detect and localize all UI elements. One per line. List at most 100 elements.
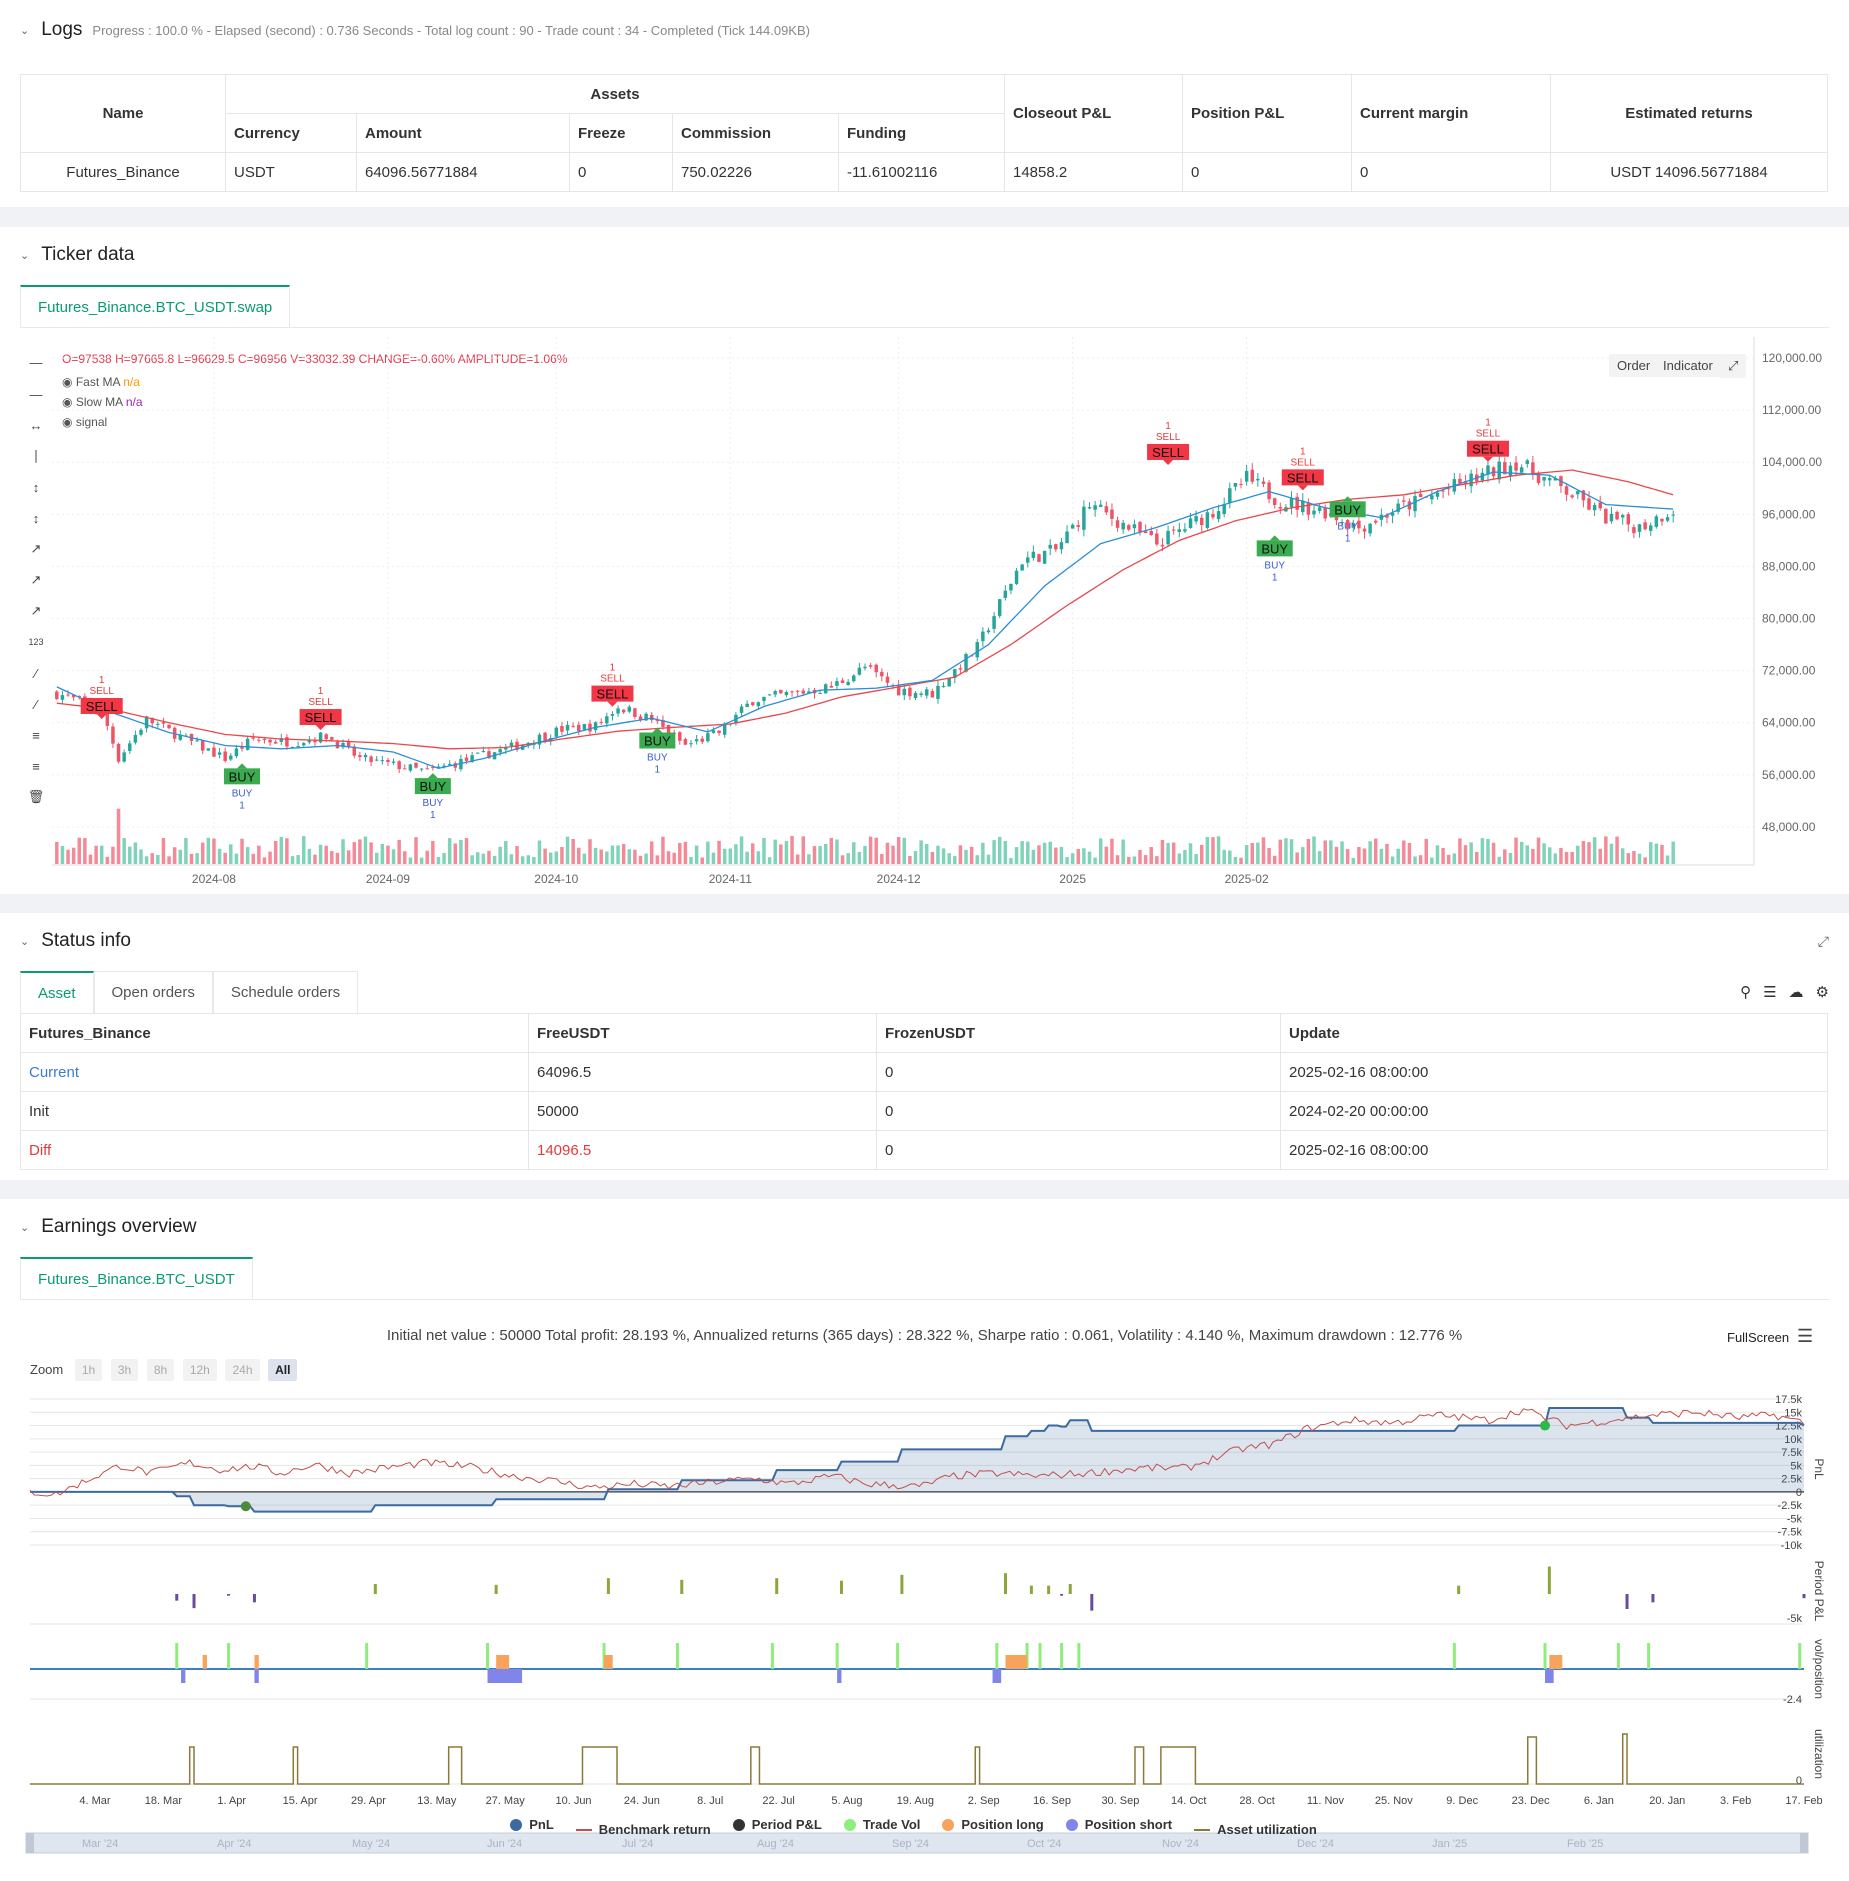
candle-body bbox=[694, 739, 699, 742]
cell: 14096.5 bbox=[528, 1130, 877, 1170]
zoom-12h-button[interactable]: 12h bbox=[182, 1359, 217, 1381]
trash-icon[interactable]: 🗑 bbox=[27, 789, 45, 804]
tab-btc-usdt-swap[interactable]: Futures_Binance.BTC_USDT.swap bbox=[20, 285, 291, 327]
tab-btc-usdt[interactable]: Futures_Binance.BTC_USDT bbox=[20, 1257, 253, 1299]
eye-icon[interactable]: ◉ bbox=[62, 395, 73, 409]
pnl-tick-label: 7.5k bbox=[1781, 1447, 1802, 1459]
volume-bar bbox=[1379, 848, 1384, 864]
collapse-chevron-icon[interactable]: ⌄ bbox=[20, 24, 30, 37]
legend-item[interactable]: Position short bbox=[1065, 1817, 1172, 1832]
zoom-3h-button[interactable]: 3h bbox=[110, 1359, 139, 1381]
volume-bar bbox=[661, 836, 665, 864]
legend-item[interactable]: PnL bbox=[510, 1817, 554, 1832]
volume-bar bbox=[1166, 842, 1170, 864]
navigator-tick-label: Aug '24 bbox=[757, 1838, 794, 1850]
legend-item[interactable]: Trade Vol bbox=[843, 1817, 920, 1832]
fib-channel-tool-icon[interactable]: ∕ bbox=[34, 696, 38, 712]
price-label-tool-icon[interactable]: 123 bbox=[28, 637, 44, 647]
volume-bar bbox=[83, 838, 87, 864]
cell: Diff bbox=[20, 1130, 529, 1170]
volume-bar bbox=[1536, 837, 1541, 864]
legend-fast-ma[interactable]: ◉ Fast MA n/a bbox=[62, 375, 140, 389]
zoom-all-button[interactable]: All bbox=[268, 1359, 298, 1381]
period-pnl-bar bbox=[839, 1580, 843, 1594]
collapse-chevron-icon[interactable]: ⌄ bbox=[20, 1221, 30, 1234]
fullscreen-button[interactable]: FullScreen bbox=[1727, 1330, 1790, 1345]
volume-bar bbox=[1098, 838, 1103, 864]
trade-vol-bar bbox=[486, 1643, 490, 1669]
horizontal-line-tool-icon[interactable]: — bbox=[29, 386, 43, 402]
legend-item[interactable]: Asset utilization bbox=[1194, 1822, 1317, 1837]
volume-bar bbox=[543, 848, 547, 864]
segment-tool-icon[interactable]: ↗ bbox=[30, 603, 42, 618]
fib-retracement-tool-icon[interactable]: ≡ bbox=[32, 727, 40, 743]
candle-body bbox=[464, 757, 469, 761]
collapse-chevron-icon[interactable]: ⌄ bbox=[20, 249, 30, 262]
volume-bar bbox=[464, 838, 469, 864]
trend-line-tool-icon[interactable]: ↗ bbox=[30, 541, 42, 556]
volume-bar bbox=[992, 840, 996, 864]
menu-icon[interactable]: ☰ bbox=[1797, 1326, 1814, 1346]
navigator-tick-label: Dec '24 bbox=[1297, 1838, 1334, 1850]
zoom-1h-button[interactable]: 1h bbox=[74, 1359, 103, 1381]
legend-slow-ma[interactable]: ◉ Slow MA n/a bbox=[62, 395, 143, 409]
tab-schedule-orders[interactable]: Schedule orders bbox=[212, 971, 359, 1013]
gear-icon[interactable]: ⚙ bbox=[1815, 984, 1829, 1001]
eye-icon[interactable]: ◉ bbox=[62, 375, 73, 389]
volume-bar bbox=[745, 851, 749, 864]
period-pnl-bar bbox=[1003, 1573, 1007, 1594]
max-drawdown-marker bbox=[240, 1501, 251, 1512]
period-pnl-bar bbox=[252, 1594, 256, 1603]
candle-body bbox=[358, 755, 362, 757]
tab-asset[interactable]: Asset bbox=[20, 971, 94, 1013]
ohlc-low: L=96629.5 bbox=[177, 352, 235, 366]
candle-body bbox=[330, 737, 334, 740]
volume-bar bbox=[734, 844, 738, 864]
volume-bar bbox=[1087, 851, 1092, 864]
navigator-tick-label: Apr '24 bbox=[217, 1838, 252, 1850]
volume-bar bbox=[924, 844, 929, 864]
tab-open-orders[interactable]: Open orders bbox=[93, 971, 213, 1013]
candle-body bbox=[105, 707, 110, 726]
volume-bar bbox=[212, 838, 216, 864]
search-icon[interactable]: ⚲ bbox=[1740, 984, 1752, 1001]
cell[interactable]: Current bbox=[20, 1052, 529, 1092]
period-pnl-bar bbox=[606, 1578, 610, 1594]
volume-bar bbox=[425, 850, 429, 864]
volume-bar bbox=[1020, 841, 1024, 864]
vertical-ray-tool-icon[interactable]: ↕ bbox=[32, 510, 40, 526]
zoom-8h-button[interactable]: 8h bbox=[146, 1359, 175, 1381]
legend-item[interactable]: Period P&L bbox=[732, 1817, 822, 1832]
x-tick-label: 14. Oct bbox=[1171, 1795, 1206, 1807]
volume-bar bbox=[1508, 852, 1513, 864]
legend-item[interactable]: Benchmark return bbox=[575, 1822, 711, 1837]
zoom-24h-button[interactable]: 24h bbox=[225, 1359, 260, 1381]
parallel-channel-tool-icon[interactable]: ∕ bbox=[34, 665, 38, 681]
volume-bar bbox=[1553, 853, 1558, 864]
volume-bar bbox=[554, 851, 559, 864]
volume-bar bbox=[447, 838, 452, 864]
eye-icon[interactable]: ◉ bbox=[62, 415, 73, 429]
trade-vol-bar bbox=[896, 1643, 900, 1669]
candle-body bbox=[992, 616, 996, 629]
legend-signal[interactable]: ◉ signal bbox=[62, 415, 108, 429]
legend-item[interactable]: Position long bbox=[942, 1817, 1044, 1832]
signal-count-label: 1 bbox=[1485, 418, 1491, 429]
indicator-button[interactable]: Indicator bbox=[1655, 354, 1721, 377]
collapse-chevron-icon[interactable]: ⌄ bbox=[20, 935, 30, 948]
y-tick-label: 64,000.00 bbox=[1762, 716, 1816, 730]
buy-signal-badge bbox=[224, 768, 261, 785]
fib-levels-tool-icon[interactable]: ≡ bbox=[32, 758, 40, 774]
volume-bar bbox=[1205, 836, 1210, 864]
order-button[interactable]: Order bbox=[1609, 354, 1659, 377]
cloud-download-icon[interactable]: ☁ bbox=[1788, 984, 1804, 1001]
cell: 0 bbox=[876, 1091, 1281, 1131]
horizontal-ray-tool-icon[interactable]: — bbox=[29, 354, 43, 370]
line-segment-tool-icon[interactable]: ↔ bbox=[29, 417, 43, 433]
vertical-segment-tool-icon[interactable]: ↕ bbox=[32, 479, 40, 495]
vertical-line-tool-icon[interactable]: ∣ bbox=[32, 448, 40, 463]
candle-body bbox=[610, 713, 615, 716]
collapse-icon[interactable]: ⤢ bbox=[1817, 933, 1829, 949]
ray-line-tool-icon[interactable]: ↗ bbox=[30, 572, 42, 587]
list-icon[interactable]: ☰ bbox=[1763, 984, 1777, 1001]
